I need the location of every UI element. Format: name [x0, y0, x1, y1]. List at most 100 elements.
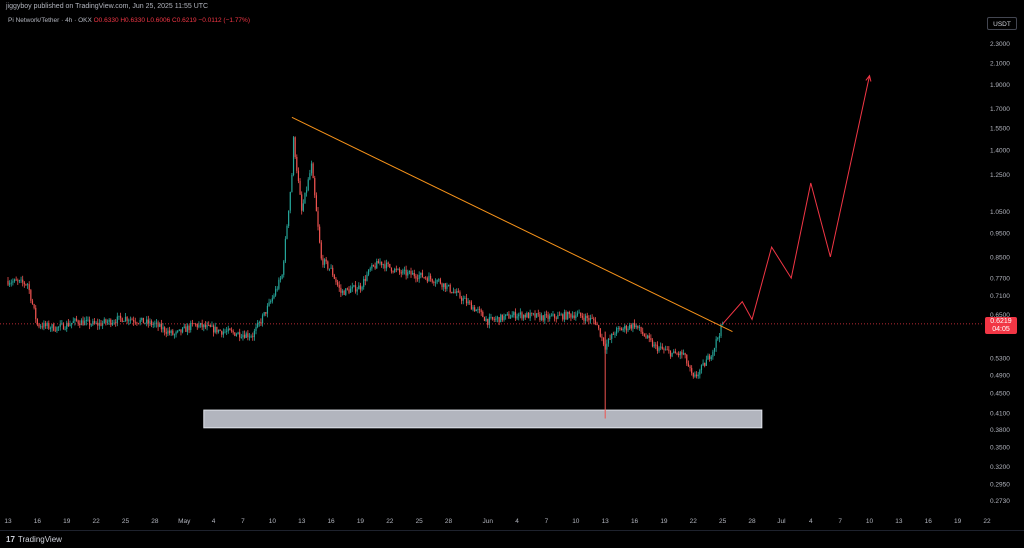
candle-body	[9, 283, 11, 285]
candle-body	[41, 326, 43, 328]
candle-body	[173, 334, 176, 336]
candle-body	[496, 317, 499, 319]
candle-body	[199, 323, 202, 325]
candle-body	[292, 137, 295, 175]
candle-body	[705, 359, 707, 366]
candle-body	[157, 322, 159, 327]
y-tick-label: 0.7100	[990, 293, 1010, 300]
candle-body	[485, 318, 487, 321]
candle-body	[568, 311, 570, 315]
candle-body	[550, 315, 552, 317]
symbol-legend: Pi Network/Tether · 4h · OKX O0.6330 H0.…	[8, 17, 250, 24]
candle-body	[627, 328, 629, 331]
candle-body	[38, 324, 40, 327]
candle-body	[557, 314, 559, 319]
x-tick-label: 13	[4, 518, 12, 525]
candle-body	[10, 282, 12, 284]
candle-body	[129, 319, 131, 321]
candle-body	[177, 330, 179, 332]
candle-body	[400, 272, 402, 274]
candle-body	[570, 314, 572, 318]
candle-body	[663, 348, 665, 350]
candle-body	[456, 291, 458, 293]
y-tick-label: 1.7000	[990, 106, 1010, 113]
candle-body	[671, 352, 673, 357]
candle-body	[632, 323, 634, 329]
publish-line: jiggyboy published on TradingView.com, J…	[0, 0, 1024, 14]
tradingview-logo[interactable]: 17 TradingView	[6, 535, 62, 544]
candle-body	[271, 298, 273, 302]
candle-body	[567, 311, 569, 320]
x-tick-label: 22	[386, 518, 394, 525]
candle-body	[648, 335, 650, 339]
candle-body	[146, 319, 148, 323]
candle-body	[317, 211, 319, 227]
candle-body	[573, 315, 575, 319]
candle-body	[580, 312, 582, 316]
y-tick-label: 0.7700	[990, 276, 1010, 283]
candle-body	[425, 277, 427, 279]
candle-body	[227, 328, 229, 332]
candle-body	[549, 315, 551, 319]
y-tick-label: 1.2500	[990, 172, 1010, 179]
candle-body	[33, 304, 35, 308]
candle-body	[206, 324, 208, 328]
candle-body	[593, 318, 595, 321]
candle-body	[154, 323, 156, 325]
candle-body	[284, 238, 286, 262]
candle-body	[518, 314, 520, 317]
candle-body	[353, 285, 355, 287]
candle-body	[598, 325, 600, 329]
candle-body	[413, 272, 415, 277]
candle-body	[15, 279, 17, 281]
candle-body	[624, 325, 626, 329]
candle-body	[407, 272, 409, 276]
candle-body	[186, 325, 189, 332]
candle-body	[647, 335, 649, 338]
candle-body	[335, 278, 337, 283]
candle-body	[134, 321, 136, 323]
candle-body	[181, 327, 184, 333]
candle-body	[159, 323, 161, 327]
candle-body	[617, 328, 619, 329]
candle-body	[314, 178, 316, 196]
candle-body	[95, 322, 97, 324]
candle-body	[415, 276, 417, 279]
candle-body	[498, 317, 500, 323]
y-tick-label: 0.4100	[990, 411, 1010, 418]
y-tick-label: 0.3200	[990, 464, 1010, 471]
candle-body	[394, 268, 396, 272]
candle-body	[255, 326, 257, 331]
candle-body	[397, 269, 399, 270]
candle-body	[204, 324, 207, 328]
candle-body	[257, 322, 259, 327]
candle-body	[588, 318, 590, 321]
candle-body	[612, 333, 614, 335]
candle-body	[270, 301, 272, 303]
x-tick-label: 7	[838, 518, 842, 525]
candle-body	[322, 258, 324, 265]
candle-body	[193, 323, 195, 325]
candle-body	[180, 329, 182, 333]
candle-body	[669, 350, 672, 357]
candle-body	[12, 281, 14, 283]
candle-body	[402, 270, 404, 274]
candle-body	[602, 337, 605, 345]
currency-label[interactable]: USDT	[987, 17, 1017, 30]
y-tick-label: 0.4500	[990, 391, 1010, 398]
x-tick-label: 22	[690, 518, 698, 525]
candle-body	[260, 321, 262, 324]
candle-body	[23, 282, 25, 285]
candle-body	[279, 278, 282, 280]
candle-body	[203, 324, 205, 328]
candle-body	[534, 313, 536, 318]
candle-body	[312, 163, 314, 179]
candle-body	[258, 321, 260, 323]
candle-body	[713, 347, 716, 352]
candle-body	[18, 280, 21, 282]
candle-body	[191, 322, 193, 324]
candle-body	[712, 351, 714, 357]
candle-body	[436, 280, 438, 283]
candle-body	[106, 321, 109, 323]
